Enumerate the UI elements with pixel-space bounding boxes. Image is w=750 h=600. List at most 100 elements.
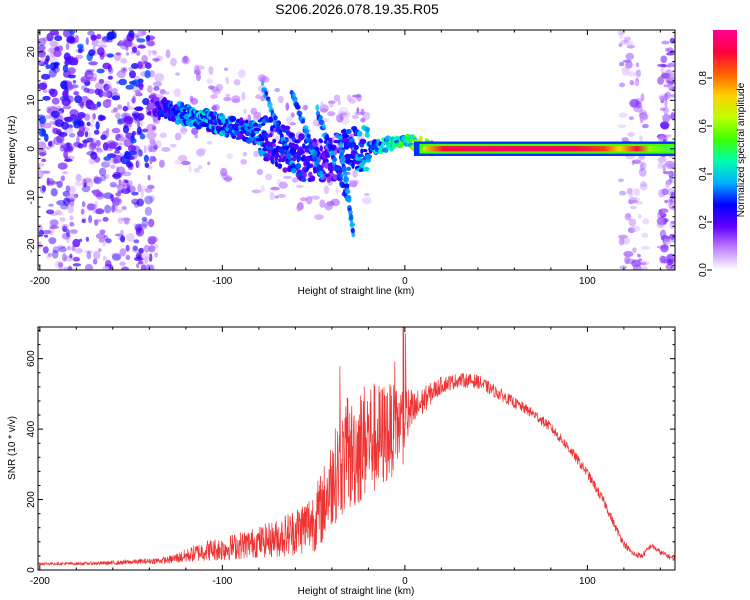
noise-blob (210, 86, 220, 92)
y-tick-label: 200 (26, 491, 37, 508)
noise-blob (159, 159, 165, 168)
signal-blob (97, 114, 104, 122)
noise-blob (63, 149, 68, 159)
signal-blob (124, 150, 130, 156)
trace-blob (353, 144, 359, 151)
noise-blob (110, 194, 114, 202)
noise-blob (49, 120, 55, 125)
noise-blob (624, 255, 630, 265)
noise-blob (640, 181, 647, 188)
noise-blob (662, 164, 666, 173)
signal-blob (125, 84, 134, 90)
trace-blob (295, 163, 302, 170)
noise-blob (361, 197, 372, 205)
noise-blob (142, 128, 149, 133)
noise-blob (93, 250, 101, 260)
streak-blob (315, 104, 320, 112)
noise-blob (625, 62, 635, 69)
noise-blob (662, 113, 671, 123)
noise-blob (165, 49, 171, 59)
noise-blob (628, 199, 639, 204)
noise-blob (48, 252, 52, 257)
noise-blob (124, 179, 129, 184)
noise-blob (60, 142, 66, 149)
noise-blob (88, 158, 96, 165)
trace-blob (270, 125, 274, 132)
noise-blob (69, 215, 74, 221)
signal-blob (43, 20, 47, 28)
signal-blob (126, 161, 133, 168)
band-core (423, 146, 675, 152)
noise-blob (69, 185, 76, 194)
signal-blob (129, 70, 136, 79)
trace-blob (324, 161, 330, 169)
noise-blob (667, 62, 674, 68)
noise-blob (191, 127, 199, 135)
noise-blob (619, 82, 626, 88)
streak-blob (273, 115, 278, 121)
streak-blob (326, 133, 329, 141)
streak-blob (339, 142, 343, 148)
noise-blob (337, 110, 346, 117)
y-tick-label: 0 (26, 567, 37, 573)
noise-blob (62, 105, 72, 110)
trace-blob (246, 138, 252, 144)
noise-blob (660, 64, 668, 68)
streak-blob (320, 173, 324, 180)
noise-blob (48, 203, 54, 207)
noise-blob (154, 58, 159, 63)
signal-blob (74, 95, 82, 104)
trace-blob (271, 158, 275, 165)
noise-blob (137, 121, 141, 128)
noise-blob (115, 52, 122, 56)
trace-blob (244, 122, 250, 127)
trace-blob (182, 108, 187, 113)
signal-blob (69, 114, 78, 120)
signal-blob (49, 88, 58, 98)
signal-blob (127, 150, 138, 156)
signal-blob (88, 49, 96, 57)
noise-blob (664, 160, 675, 168)
noise-blob (38, 44, 46, 51)
noise-blob (628, 218, 637, 227)
signal-blob (45, 15, 51, 23)
streak-blob (343, 176, 350, 183)
signal-blob (96, 68, 105, 74)
noise-blob (669, 72, 675, 80)
noise-blob (660, 244, 669, 253)
snr-panel: -200 -100 0 100 0 200 400 600 Height of straigh… (7, 326, 676, 597)
noise-blob (72, 80, 77, 84)
noise-blob (149, 156, 157, 163)
signal-blob (102, 99, 112, 108)
noise-blob (42, 36, 51, 42)
noise-blob (80, 101, 84, 109)
colorbar-tick-label: 0.4 (698, 167, 709, 181)
noise-blob (114, 52, 121, 61)
noise-blob (67, 245, 71, 251)
signal-blob (80, 76, 90, 83)
noise-blob (635, 201, 643, 205)
noise-blob (629, 79, 634, 86)
noise-blob (81, 185, 91, 193)
noise-blob (339, 112, 349, 116)
noise-blob (98, 238, 105, 243)
noise-blob (49, 40, 59, 48)
noise-blob (71, 222, 75, 227)
noise-blob (135, 92, 143, 97)
noise-blob (638, 214, 642, 219)
noise-blob (113, 107, 118, 113)
noise-blob (310, 195, 320, 200)
noise-blob (670, 61, 675, 67)
noise-blob (38, 38, 46, 46)
noise-blob (627, 227, 636, 234)
noise-blob (669, 94, 675, 98)
signal-blob (96, 101, 102, 108)
noise-blob (657, 156, 667, 163)
noise-blob (117, 217, 123, 224)
noise-blob (59, 217, 66, 222)
noise-blob (207, 161, 211, 166)
noise-blob (143, 145, 147, 154)
signal-blob (133, 106, 144, 111)
noise-blob (278, 181, 288, 189)
noise-blob (629, 205, 637, 210)
